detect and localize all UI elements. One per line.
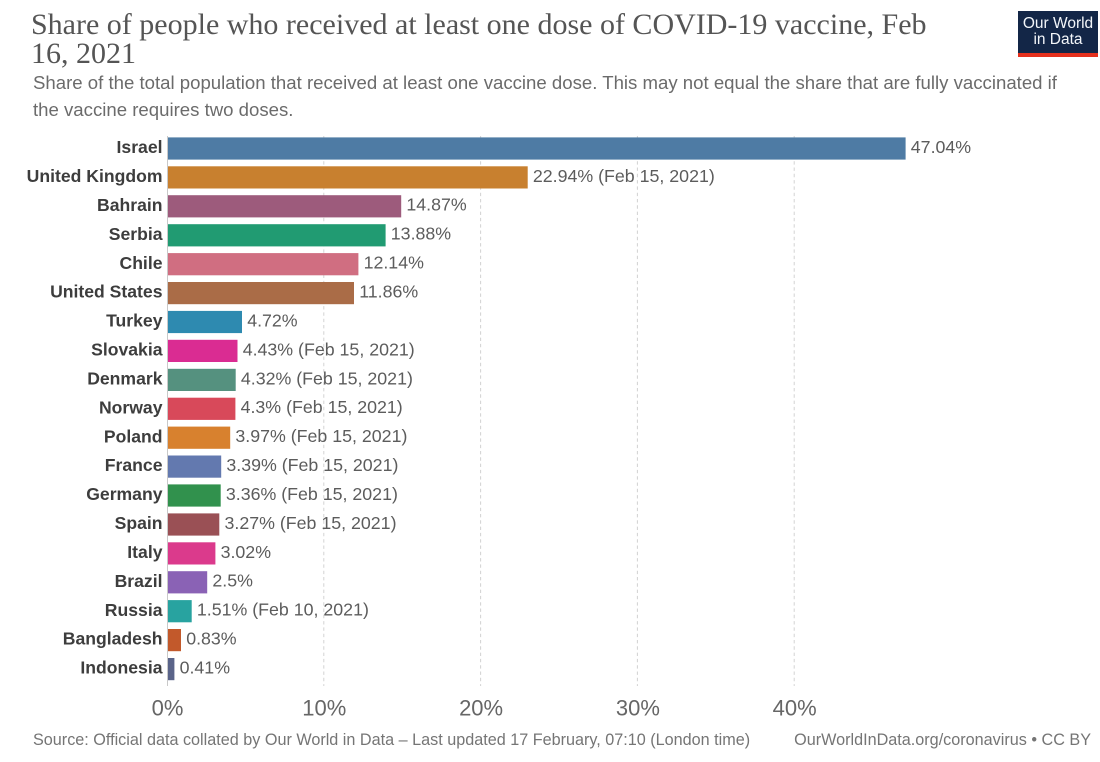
svg-text:4.32% (Feb 15, 2021): 4.32% (Feb 15, 2021) — [241, 368, 413, 388]
svg-text:14.87%: 14.87% — [406, 195, 466, 215]
svg-text:Germany: Germany — [86, 484, 162, 504]
svg-text:Denmark: Denmark — [87, 369, 163, 389]
svg-text:3.97% (Feb 15, 2021): 3.97% (Feb 15, 2021) — [235, 426, 407, 446]
svg-text:4.3% (Feb 15, 2021): 4.3% (Feb 15, 2021) — [241, 397, 403, 417]
svg-text:Turkey: Turkey — [106, 311, 163, 331]
svg-text:Russia: Russia — [105, 600, 163, 620]
svg-text:France: France — [105, 455, 163, 475]
svg-text:3.02%: 3.02% — [221, 542, 272, 562]
svg-text:Israel: Israel — [117, 137, 163, 157]
svg-text:12.14%: 12.14% — [364, 253, 424, 273]
svg-text:Poland: Poland — [104, 426, 163, 446]
svg-text:4.72%: 4.72% — [247, 310, 298, 330]
svg-text:Serbia: Serbia — [109, 224, 163, 244]
svg-text:30%: 30% — [616, 695, 660, 720]
svg-text:22.94% (Feb 15, 2021): 22.94% (Feb 15, 2021) — [533, 166, 715, 186]
svg-text:3.36% (Feb 15, 2021): 3.36% (Feb 15, 2021) — [226, 484, 398, 504]
svg-text:40%: 40% — [773, 695, 817, 720]
svg-text:Norway: Norway — [99, 397, 163, 417]
svg-text:Indonesia: Indonesia — [80, 658, 162, 678]
svg-text:20%: 20% — [459, 695, 503, 720]
svg-text:3.39% (Feb 15, 2021): 3.39% (Feb 15, 2021) — [226, 455, 398, 475]
svg-text:1.51% (Feb 10, 2021): 1.51% (Feb 10, 2021) — [197, 600, 369, 620]
svg-text:Slovakia: Slovakia — [91, 340, 163, 360]
svg-text:0.41%: 0.41% — [180, 658, 231, 678]
svg-text:3.27% (Feb 15, 2021): 3.27% (Feb 15, 2021) — [225, 513, 397, 533]
svg-text:Bahrain: Bahrain — [97, 195, 163, 215]
svg-text:13.88%: 13.88% — [391, 224, 451, 244]
svg-text:United Kingdom: United Kingdom — [27, 166, 163, 186]
svg-text:0%: 0% — [152, 695, 184, 720]
svg-text:United States: United States — [50, 282, 163, 302]
svg-text:Chile: Chile — [119, 253, 162, 273]
svg-text:Brazil: Brazil — [115, 571, 163, 591]
svg-text:Spain: Spain — [115, 513, 163, 533]
svg-text:47.04%: 47.04% — [911, 137, 971, 157]
svg-text:0.83%: 0.83% — [186, 629, 237, 649]
svg-text:11.86%: 11.86% — [359, 282, 418, 302]
svg-text:Bangladesh: Bangladesh — [63, 629, 163, 649]
svg-text:10%: 10% — [302, 695, 346, 720]
svg-text:2.5%: 2.5% — [212, 571, 253, 591]
svg-text:4.43% (Feb 15, 2021): 4.43% (Feb 15, 2021) — [243, 339, 415, 359]
svg-text:Italy: Italy — [127, 542, 162, 562]
